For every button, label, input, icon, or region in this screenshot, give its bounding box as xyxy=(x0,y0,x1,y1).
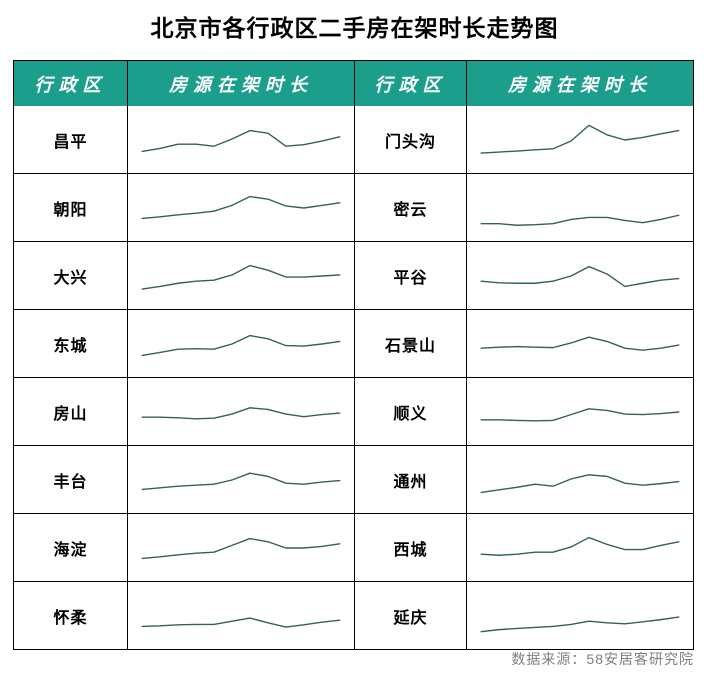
sparkline-chart xyxy=(137,383,345,441)
table-row: 房山 顺义 xyxy=(14,377,693,445)
table-row: 朝阳 密云 xyxy=(14,173,693,241)
district-name: 怀柔 xyxy=(53,609,88,627)
sparkline-chart xyxy=(476,179,684,237)
sparkline-chart xyxy=(476,587,684,645)
sparkline-chart xyxy=(137,315,345,373)
table-row: 丰台 通州 xyxy=(14,445,693,513)
sparkline-chart xyxy=(476,451,684,509)
sparkline-cell xyxy=(127,242,354,309)
district-name: 延庆 xyxy=(354,582,466,649)
sparkline-cell xyxy=(127,582,354,649)
sparkline-table: 行政区 房源在架时长 行政区 房源在架时长 昌平 门头沟朝阳 密云大兴 平谷东城 石景山… xyxy=(13,60,694,650)
sparkline-cell xyxy=(466,106,693,173)
district-name: 平谷 xyxy=(354,242,466,309)
sparkline-chart xyxy=(476,519,684,577)
table-header-row: 行政区 房源在架时长 行政区 房源在架时长 xyxy=(14,61,693,106)
sparkline-chart xyxy=(137,247,345,305)
sparkline-chart xyxy=(137,451,345,509)
sparkline-chart xyxy=(476,315,684,373)
district-name: 海淀 xyxy=(53,541,88,559)
table-row: 海淀 西城 xyxy=(14,513,693,581)
table-body: 昌平 门头沟朝阳 密云大兴 平谷东城 石景山房山 顺义丰台 通州海淀 西城怀柔 延庆 xyxy=(14,106,693,649)
district-name: 东城 xyxy=(53,337,88,355)
sparkline-cell xyxy=(466,514,693,581)
sparkline-cell xyxy=(127,174,354,241)
sparkline-cell xyxy=(127,446,354,513)
sparkline-cell xyxy=(466,378,693,445)
sparkline-cell xyxy=(466,310,693,377)
sparkline-chart xyxy=(476,383,684,441)
sparkline-chart xyxy=(137,179,345,237)
district-name: 密云 xyxy=(354,174,466,241)
data-source-note: 数据来源：58安居客研究院 xyxy=(511,651,694,667)
sparkline-cell xyxy=(127,378,354,445)
district-name: 石景山 xyxy=(354,310,466,377)
header-duration-right: 房源在架时长 xyxy=(466,61,693,106)
district-name: 门头沟 xyxy=(354,106,466,173)
district-name: 通州 xyxy=(354,446,466,513)
chart-title: 北京市各行政区二手房在架时长走势图 xyxy=(150,15,559,41)
header-district-left: 行政区 xyxy=(34,74,107,95)
district-name: 大兴 xyxy=(53,269,88,287)
page: 北京市各行政区二手房在架时长走势图 行政区 房源在架时长 行政区 房源在架时长 … xyxy=(0,0,709,667)
district-name: 房山 xyxy=(53,405,88,423)
table-row: 昌平 门头沟 xyxy=(14,106,693,173)
header-duration-left: 房源在架时长 xyxy=(127,61,354,106)
sparkline-cell xyxy=(466,582,693,649)
district-name: 朝阳 xyxy=(53,201,88,219)
sparkline-cell xyxy=(466,174,693,241)
sparkline-cell xyxy=(466,242,693,309)
sparkline-cell xyxy=(127,514,354,581)
table-row: 大兴 平谷 xyxy=(14,241,693,309)
sparkline-chart xyxy=(137,111,345,169)
district-name: 昌平 xyxy=(53,133,88,151)
sparkline-chart xyxy=(137,519,345,577)
sparkline-chart xyxy=(137,587,345,645)
table-row: 东城 石景山 xyxy=(14,309,693,377)
table-row: 怀柔 延庆 xyxy=(14,581,693,649)
district-name: 西城 xyxy=(354,514,466,581)
district-name: 顺义 xyxy=(354,378,466,445)
header-district-right: 行政区 xyxy=(354,61,466,106)
sparkline-cell xyxy=(127,106,354,173)
sparkline-chart xyxy=(476,111,684,169)
sparkline-cell xyxy=(127,310,354,377)
district-name: 丰台 xyxy=(53,473,88,491)
sparkline-cell xyxy=(466,446,693,513)
sparkline-chart xyxy=(476,247,684,305)
